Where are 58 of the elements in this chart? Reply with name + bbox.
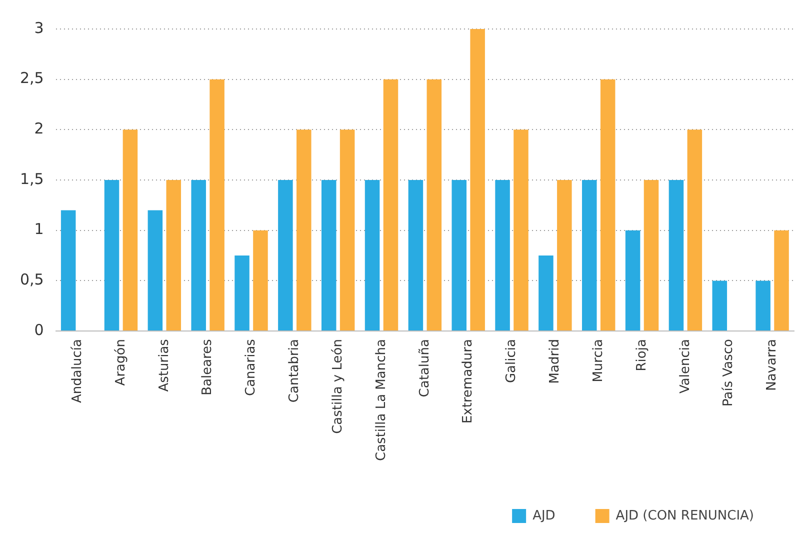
x-tick-label: Andalucía [70,339,85,403]
y-tick-label: 0,5 [20,270,44,289]
x-tick-label: Navarra [764,339,780,391]
bar [253,230,268,331]
bar [340,130,355,331]
bar [408,180,424,331]
x-tick-label: Valencia [678,339,693,394]
x-tick-label: Canarias [244,338,259,396]
bar [452,180,467,331]
x-tick-label: Cantabria [287,339,302,403]
bar [383,79,398,331]
bar [191,180,206,331]
bar [426,79,442,331]
x-tick-label: Galicia [504,339,520,384]
bar [756,280,770,331]
bar [60,210,76,331]
x-tick-label: Murcia [590,339,606,382]
y-tick-label: 3 [34,18,44,37]
bar [470,29,485,331]
x-tick-label: Castilla La Mancha [374,339,389,462]
bar [668,180,684,331]
bar [234,256,250,331]
x-tick-label: Asturias [156,338,172,392]
x-tick-label: Rioja [634,339,650,372]
bar [321,180,336,331]
y-tick-label: 1,5 [20,170,44,188]
y-tick-label: 0 [34,320,44,339]
x-tick-label: Extremadura [460,339,476,424]
bar [104,180,120,331]
bar [774,230,789,331]
bar [364,180,380,331]
y-tick-label: 2 [34,120,44,138]
x-tick-label: Aragón [113,339,128,386]
x-tick-label: Castilla y León [330,339,346,434]
bar [600,79,616,331]
x-tick-label: Cataluña [417,339,432,398]
x-tick-label: Madrid [548,339,563,384]
x-tick-label: Baleares [200,338,216,396]
x-tick-label: País Vasco [721,338,736,407]
bar [712,280,728,331]
bar [557,180,572,331]
bar [278,180,293,331]
bar [122,130,138,331]
bar [625,230,640,331]
bar [514,130,528,331]
bar [538,256,554,331]
bar [210,79,224,331]
bar [687,130,702,331]
bar [148,210,163,331]
y-tick-label: 2,5 [20,69,44,88]
bar [296,130,312,331]
bar [644,180,659,331]
legend-label: AJD [532,508,556,524]
bar [495,180,510,331]
bar [166,180,182,331]
y-tick-label: 1 [34,220,44,238]
bar [582,180,597,331]
legend-label: AJD (CON RENUNCIA) [616,508,754,524]
